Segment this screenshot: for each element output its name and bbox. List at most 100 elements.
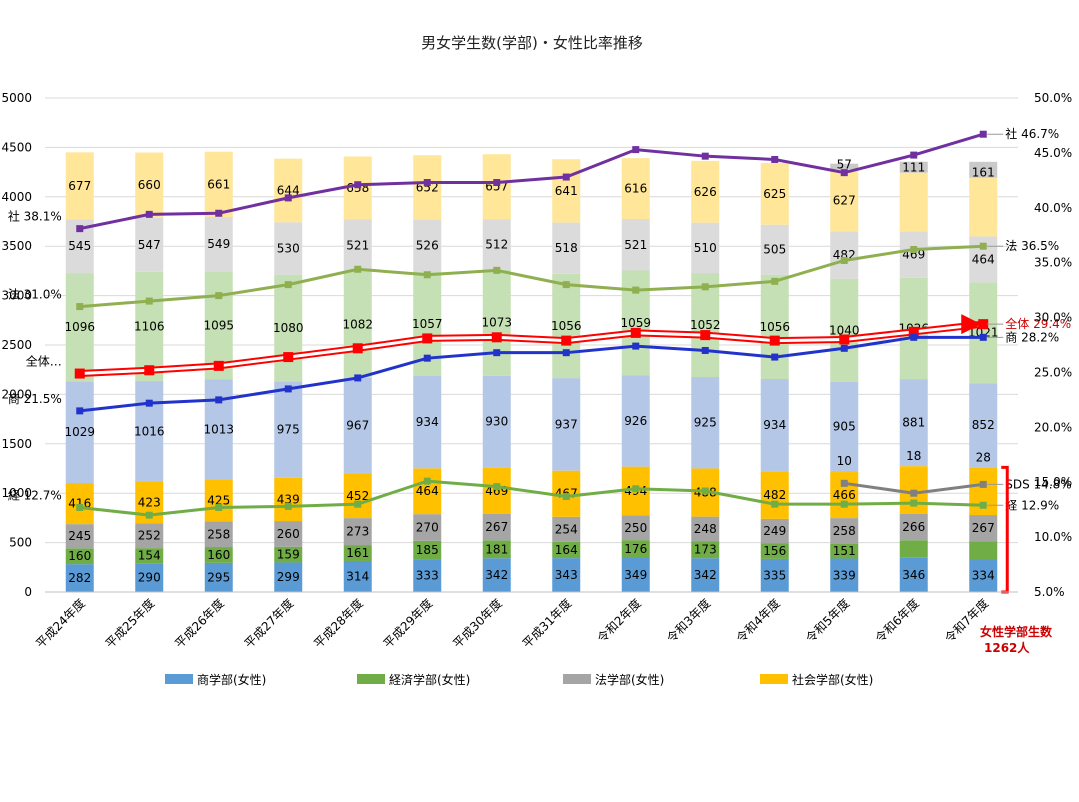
ratio-marker: [632, 342, 640, 350]
bar-segment: [482, 269, 511, 376]
segment-label: 677: [68, 179, 91, 193]
bar-segment: [552, 222, 581, 274]
ratio-marker: [354, 374, 362, 382]
bar-segment: [482, 513, 511, 541]
bar-segment: [413, 559, 442, 592]
bar-segment: [274, 381, 303, 478]
bar-segment: [969, 177, 998, 237]
bar-segment: [691, 273, 720, 378]
bar-segment: [65, 548, 94, 565]
x-tick-label: 平成28年度: [311, 596, 366, 651]
bar-segment: [343, 270, 372, 378]
segment-label: 934: [763, 418, 786, 432]
ratio-marker: [145, 399, 153, 407]
bar-segment: [343, 518, 372, 546]
bar-segment: [413, 468, 442, 515]
segment-label: 530: [277, 241, 300, 255]
bar-segment: [760, 518, 789, 544]
ratio-marker: [769, 335, 780, 346]
annotation-group: 女性学部生数 1262人: [980, 624, 1053, 655]
left-tick-label: 5000: [1, 91, 32, 105]
legend-swatch: [357, 674, 385, 684]
bar-segment: [135, 271, 164, 382]
bar-segment: [65, 524, 94, 549]
ratio-start-label: 経 12.7%: [8, 488, 62, 502]
segment-label: 1096: [64, 320, 95, 334]
segment-label: 295: [207, 570, 230, 584]
segment-label: 28: [976, 450, 991, 464]
bars: [65, 151, 998, 592]
bar-segment: [274, 222, 303, 275]
ratio-marker: [215, 503, 223, 511]
bar-segment: [899, 513, 928, 541]
ratio-marker: [423, 477, 431, 485]
ratio-marker: [493, 483, 501, 491]
right-tick-label: 5.0%: [1034, 585, 1065, 599]
ratio-marker: [910, 333, 918, 341]
ratio-marker: [910, 499, 918, 507]
segment-label: 154: [138, 549, 161, 563]
x-tick-label: 平成25年度: [102, 596, 157, 651]
segment-label: 299: [277, 570, 300, 584]
ratio-marker: [144, 365, 155, 376]
ratio-marker: [74, 368, 85, 379]
segment-label: 1095: [203, 318, 234, 332]
segment-label: 1057: [412, 317, 443, 331]
ratio-marker: [771, 155, 779, 163]
segment-label: 161: [972, 166, 995, 180]
bar-segment: [969, 541, 998, 560]
ratio-marker: [493, 179, 501, 187]
segment-label: 937: [555, 417, 578, 431]
segment-label: 343: [555, 568, 578, 582]
bar-segment: [343, 377, 372, 474]
ratio-start-label: 法 31.0%: [8, 288, 62, 302]
legend: 商学部(女性) 経済学部(女性) 法学部(女性) 社会学部(女性): [165, 672, 873, 687]
bar-segment: [760, 378, 789, 472]
bar-segment: [343, 219, 372, 271]
bar-segment: [274, 158, 303, 223]
ratio-marker: [840, 500, 848, 508]
bar-segment: [830, 278, 859, 382]
segment-label: 1059: [620, 316, 651, 330]
ratio-marker: [283, 352, 294, 363]
segment-label: 464: [972, 252, 995, 266]
ratio-marker: [354, 181, 362, 189]
ratio-end-label: 全体 29.4%: [1005, 316, 1071, 331]
ratio-marker: [979, 333, 987, 341]
arrow-marker: [961, 314, 982, 335]
segment-label: 160: [207, 548, 230, 562]
ratio-marker: [839, 334, 850, 345]
bar-segment: [413, 155, 442, 220]
x-tick-label: 平成27年度: [241, 596, 296, 651]
segment-label: 339: [833, 568, 856, 582]
ratio-start-label: 社 38.1%: [8, 209, 62, 224]
ratio-line: [79, 244, 984, 309]
ratio-start-label: 商 21.5%: [8, 391, 62, 406]
segment-label: 248: [694, 522, 717, 536]
bar-segment: [135, 217, 164, 272]
x-tick-label: 平成26年度: [172, 596, 227, 651]
bar-segment: [621, 375, 650, 467]
ratio-marker: [632, 146, 640, 154]
bar-segment: [830, 231, 859, 279]
segment-label: 252: [138, 529, 161, 543]
bar-segment: [204, 151, 233, 218]
ratio-start-label: 全体…: [26, 354, 62, 369]
bar-segment: [343, 473, 372, 519]
bar-segment: [204, 217, 233, 272]
ratio-marker: [284, 385, 292, 393]
bar-segment: [204, 562, 233, 592]
bar-segment: [969, 559, 998, 592]
bar-segment: [760, 274, 789, 379]
bar-segment: [274, 562, 303, 592]
ratio-marker: [771, 500, 779, 508]
bar-segment: [969, 282, 998, 384]
ratio-marker: [354, 265, 362, 273]
segment-labels: 2821602454161029109654567729015425242310…: [64, 157, 998, 585]
x-tick-label: 平成29年度: [380, 596, 435, 651]
segment-label: 173: [694, 543, 717, 557]
bar-segment: [969, 383, 998, 468]
ratio-marker: [771, 353, 779, 361]
segment-label: 518: [555, 241, 578, 255]
